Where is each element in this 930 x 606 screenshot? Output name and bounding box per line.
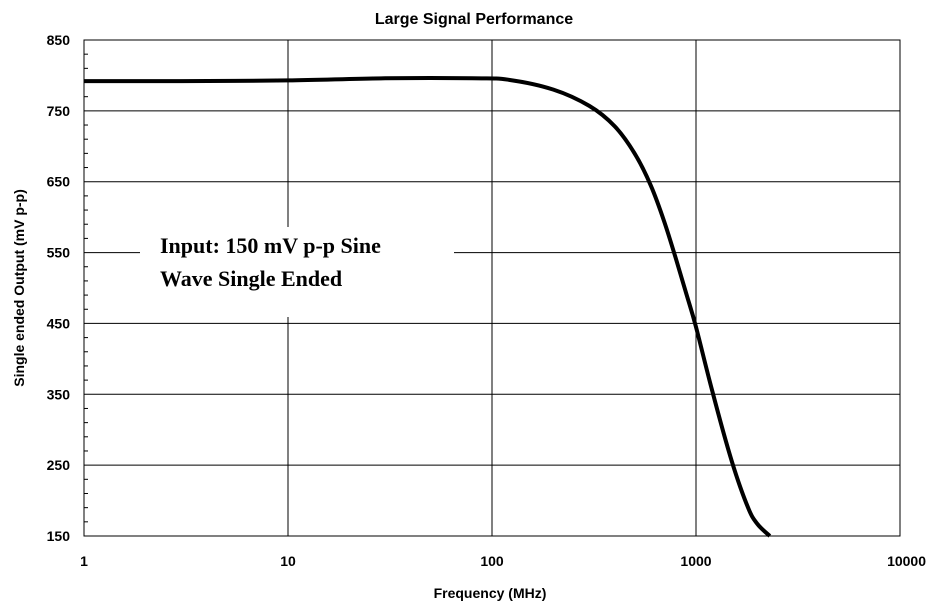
chart-title: Large Signal Performance bbox=[375, 11, 573, 28]
y-tick-label: 350 bbox=[47, 386, 71, 402]
x-tick-label: 10000 bbox=[887, 553, 926, 569]
series-line bbox=[83, 76, 772, 538]
y-axis-label: Single ended Output (mV p-p) bbox=[11, 189, 27, 387]
y-tick-labels: 150 250 350 450 550 650 750 850 bbox=[47, 32, 71, 544]
series-group bbox=[83, 76, 772, 538]
x-tick-label: 1000 bbox=[680, 553, 711, 569]
annotation-box bbox=[140, 227, 454, 317]
x-tick-label: 1 bbox=[80, 553, 88, 569]
y-tick-label: 150 bbox=[47, 528, 71, 544]
annotation: Input: 150 mV p-p Sine Wave Single Ended bbox=[140, 227, 454, 317]
y-tick-label: 450 bbox=[47, 315, 71, 331]
minor-ticks bbox=[84, 53, 88, 523]
x-axis-label: Frequency (MHz) bbox=[434, 585, 547, 601]
y-tick-label: 250 bbox=[47, 457, 71, 473]
y-tick-label: 750 bbox=[47, 103, 71, 119]
annotation-line-1: Input: 150 mV p-p Sine bbox=[160, 233, 381, 258]
x-tick-labels: 1 10 100 1000 10000 bbox=[80, 553, 926, 569]
x-tick-label: 100 bbox=[480, 553, 504, 569]
plot-frame bbox=[83, 39, 901, 537]
x-tick-label: 10 bbox=[280, 553, 296, 569]
y-tick-label: 850 bbox=[47, 32, 71, 48]
y-tick-label: 550 bbox=[47, 245, 71, 261]
y-tick-label: 650 bbox=[47, 174, 71, 190]
annotation-line-2: Wave Single Ended bbox=[160, 266, 342, 291]
